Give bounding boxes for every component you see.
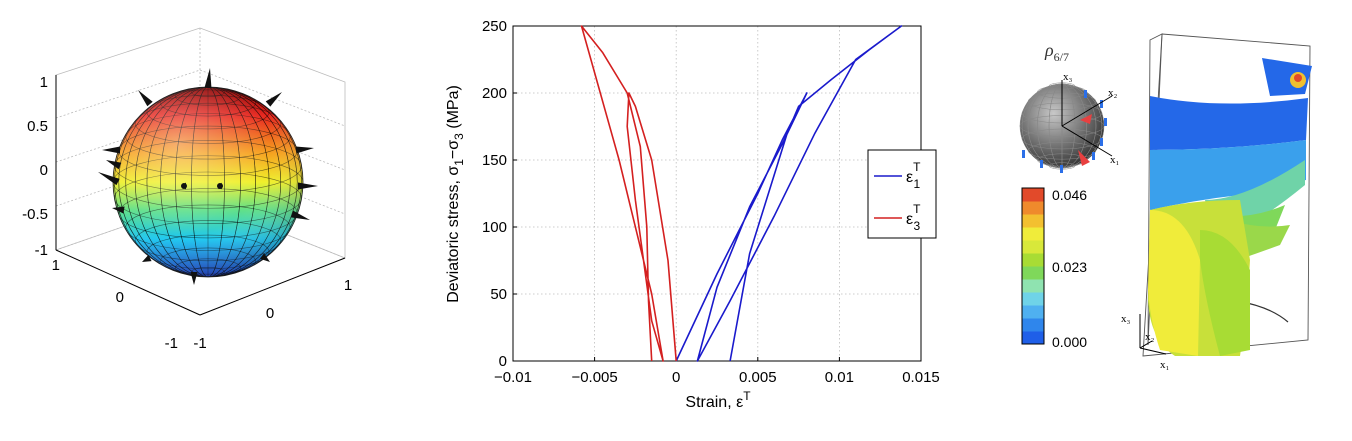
- colorbar-tick: 0.046: [1052, 187, 1087, 203]
- colorbar-cell: [1022, 214, 1044, 228]
- x-tick-labels: -1 0 1: [193, 277, 352, 352]
- jet-sphere: [112, 86, 304, 278]
- colorbar: 0.046 0.023 0.000: [1021, 187, 1087, 350]
- x-tick-label: −0.01: [494, 369, 532, 386]
- mini-axis-x3: x₃: [1063, 71, 1073, 83]
- volume-axes: [1139, 314, 1167, 355]
- plot-frame: [512, 25, 922, 362]
- normal-arrow: [295, 146, 314, 154]
- normal-arrow: [298, 182, 318, 190]
- density-title: ρ6/7: [1044, 40, 1069, 64]
- y-tick-label: 50: [490, 286, 507, 303]
- normal-arrow: [265, 92, 282, 107]
- axis-lines-3d: [55, 75, 346, 316]
- normal-arrow: [102, 146, 120, 154]
- y-tick-label: 250: [482, 18, 507, 35]
- normal-arrow: [98, 172, 120, 186]
- x-tick-label: 0.005: [739, 369, 777, 386]
- normal-arrow: [190, 272, 198, 285]
- normal-arrow: [106, 160, 122, 170]
- series-line-2: [580, 25, 677, 362]
- sphere-panel: 1 0.5 0 -0.5 -1 1 0 -1 -1 0 1: [22, 27, 352, 352]
- colorbar-cell: [1022, 201, 1044, 215]
- mini-axis-x1: x₁: [1110, 154, 1120, 166]
- y-tick-label: 0: [499, 353, 507, 370]
- x-tick-label: -1: [193, 335, 206, 352]
- volume-axis-x1: x₁: [1160, 359, 1170, 371]
- colorbar-cell: [1022, 331, 1044, 345]
- legend-box: [867, 149, 937, 239]
- density-panel: ρ6/7 x₃ x₂: [1019, 33, 1312, 371]
- z-tick-label: -0.5: [22, 206, 48, 223]
- y-axis-label: Deviatoric stress, σ1−σ3 (MPa): [445, 85, 466, 303]
- x-tick-label: 0: [672, 369, 680, 386]
- z-tick-label: 0.5: [27, 118, 48, 135]
- z-tick-label: 0: [40, 162, 48, 179]
- normal-arrow: [181, 183, 187, 189]
- normal-arrow: [112, 206, 125, 214]
- series-line-1: [675, 25, 903, 362]
- x-tick-label: 0.015: [902, 369, 940, 386]
- x-tick-label: 0.01: [825, 369, 854, 386]
- colorbar-cell: [1022, 266, 1044, 280]
- density-volume: x₃ x₂ x₁: [1121, 33, 1312, 371]
- colorbar-cell: [1022, 188, 1044, 202]
- z-tick-label: 1: [40, 74, 48, 91]
- x-tick-label: 0: [266, 305, 274, 322]
- colorbar-tick: 0.023: [1052, 259, 1087, 275]
- normal-arrow: [290, 210, 310, 220]
- legend-label: εT 1: [906, 160, 921, 191]
- colorbar-cell: [1022, 292, 1044, 306]
- volume-axis-x3: x₃: [1121, 313, 1131, 325]
- legend: εT 1 εT 3: [867, 149, 937, 239]
- plot-grid: [513, 26, 921, 361]
- z-tick-label: -1: [35, 242, 48, 259]
- red-arrow: [1078, 150, 1090, 166]
- mini-sphere-axes: [1061, 80, 1113, 157]
- stress-strain-chart: −0.01 −0.005 0 0.005 0.01 0.015 0 50 100 150 200 25…: [445, 18, 940, 411]
- legend-label: εT 3: [906, 202, 921, 233]
- normal-arrow: [142, 254, 152, 262]
- plot-ticks: −0.01 −0.005 0 0.005 0.01 0.015 0 50 100 150 200 25…: [482, 18, 940, 386]
- normal-arrow: [204, 68, 212, 89]
- mini-sphere-markers: [1022, 90, 1107, 173]
- colorbar-cell: [1022, 227, 1044, 241]
- y-tick-label: 150: [482, 152, 507, 169]
- y-tick-label: 200: [482, 85, 507, 102]
- colorbar-cell: [1022, 305, 1044, 319]
- colorbar-tick: 0.000: [1052, 334, 1087, 350]
- y-tick-label: -1: [165, 335, 178, 352]
- colorbar-cell: [1022, 240, 1044, 254]
- colorbar-cell: [1022, 279, 1044, 293]
- x-axis-label: Strain, εT: [685, 389, 751, 411]
- y-tick-label: 0: [116, 289, 124, 306]
- normal-arrows: [98, 68, 318, 285]
- series-layer: [580, 25, 903, 362]
- volume-axis-x2: x₂: [1145, 331, 1155, 343]
- y-tick-label: 100: [482, 219, 507, 236]
- y-tick-labels: 1 0 -1: [52, 257, 178, 352]
- mini-sphere: x₃ x₂ x₁: [1019, 71, 1120, 173]
- y-tick-label: 1: [52, 257, 60, 274]
- x-tick-label: 1: [344, 277, 352, 294]
- normal-arrow: [217, 183, 223, 189]
- mini-axis-x2: x₂: [1108, 87, 1118, 99]
- colorbar-cell: [1022, 253, 1044, 267]
- x-tick-label: −0.005: [571, 369, 617, 386]
- normal-arrow: [259, 253, 270, 262]
- red-arrow: [1080, 114, 1092, 124]
- normal-arrow: [138, 90, 153, 107]
- z-tick-labels: 1 0.5 0 -0.5 -1: [22, 74, 48, 259]
- colorbar-cell: [1022, 318, 1044, 332]
